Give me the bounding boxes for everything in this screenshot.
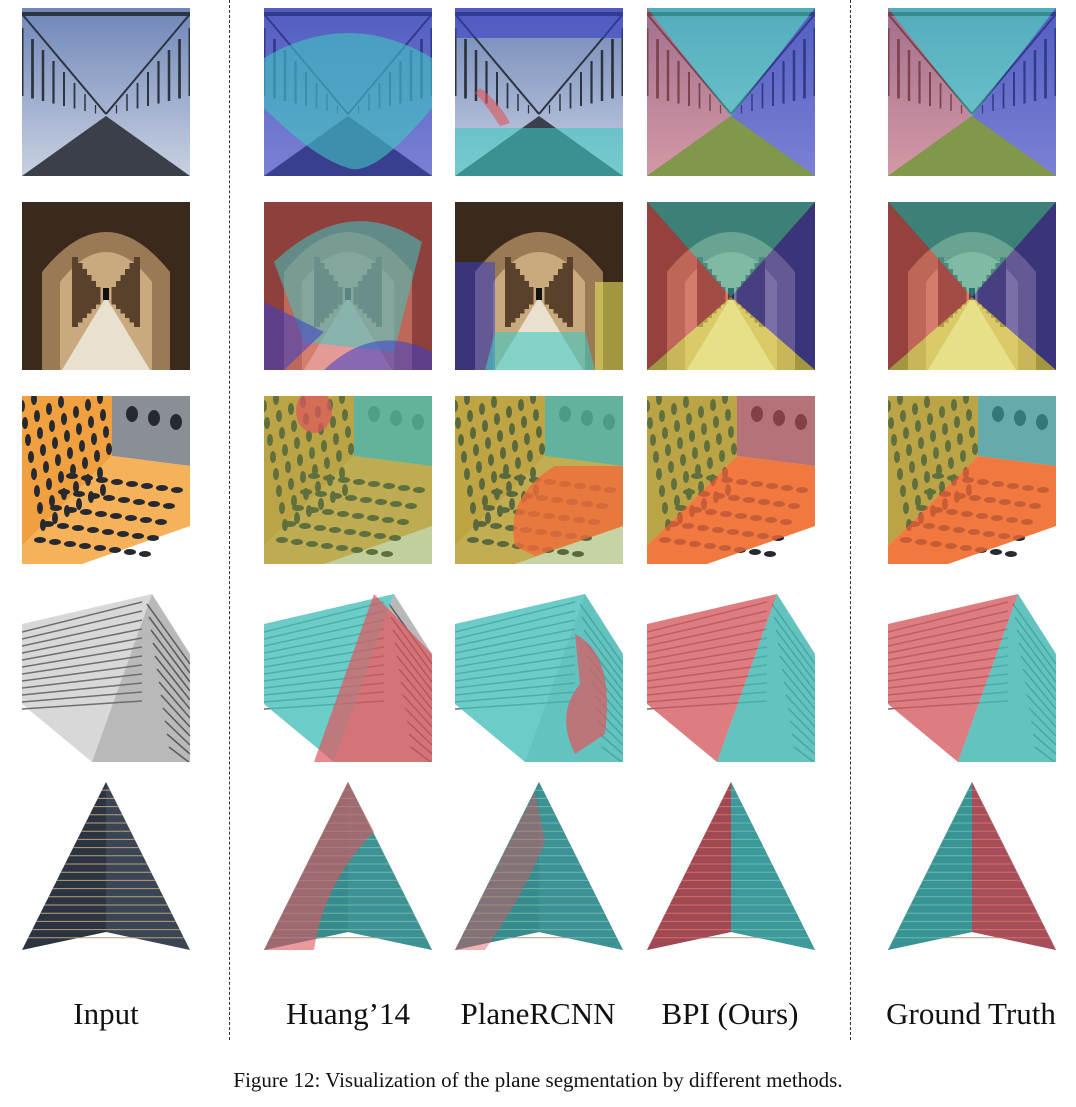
column-label-bpi: BPI (Ours) <box>661 996 799 1031</box>
thumbnail-tower-corner-huang <box>264 782 432 950</box>
thumbnail-tower-corner-input <box>22 782 190 950</box>
thumbnail-glass-corridor-bpi <box>647 8 815 176</box>
separator-input <box>229 0 230 1040</box>
thumbnail-dotted-building-bpi <box>647 396 815 564</box>
thumbnail-dotted-building-gt <box>888 396 1056 564</box>
thumbnail-woven-facade-gt <box>888 594 1056 762</box>
thumbnail-arched-corridor-planercnn <box>455 202 623 370</box>
thumbnail-woven-facade-huang <box>264 594 432 762</box>
thumbnail-dotted-building-input <box>22 396 190 564</box>
thumbnail-tower-corner-gt <box>888 782 1056 950</box>
column-label-input: Input <box>73 996 139 1031</box>
thumbnail-arched-corridor-huang <box>264 202 432 370</box>
column-label-ground-truth: Ground Truth <box>886 996 1056 1031</box>
column-label-huang: Huang’14 <box>286 996 410 1031</box>
thumbnail-glass-corridor-input <box>22 8 190 176</box>
thumbnail-dotted-building-huang <box>264 396 432 564</box>
figure-grid <box>22 0 1056 1040</box>
thumbnail-woven-facade-bpi <box>647 594 815 762</box>
thumbnail-tower-corner-planercnn <box>455 782 623 950</box>
thumbnail-glass-corridor-gt <box>888 8 1056 176</box>
thumbnail-glass-corridor-huang <box>264 8 432 176</box>
thumbnail-arched-corridor-input <box>22 202 190 370</box>
thumbnail-glass-corridor-planercnn <box>455 8 623 176</box>
thumbnail-woven-facade-planercnn <box>455 594 623 762</box>
thumbnail-arched-corridor-bpi <box>647 202 815 370</box>
thumbnail-woven-facade-input <box>22 594 190 762</box>
thumbnail-tower-corner-bpi <box>647 782 815 950</box>
figure-caption: Figure 12: Visualization of the plane se… <box>233 1068 843 1092</box>
column-label-planercnn: PlaneRCNN <box>460 996 616 1031</box>
separator-methods <box>850 0 851 1040</box>
thumbnail-arched-corridor-gt <box>888 202 1056 370</box>
thumbnail-dotted-building-planercnn <box>455 396 623 564</box>
